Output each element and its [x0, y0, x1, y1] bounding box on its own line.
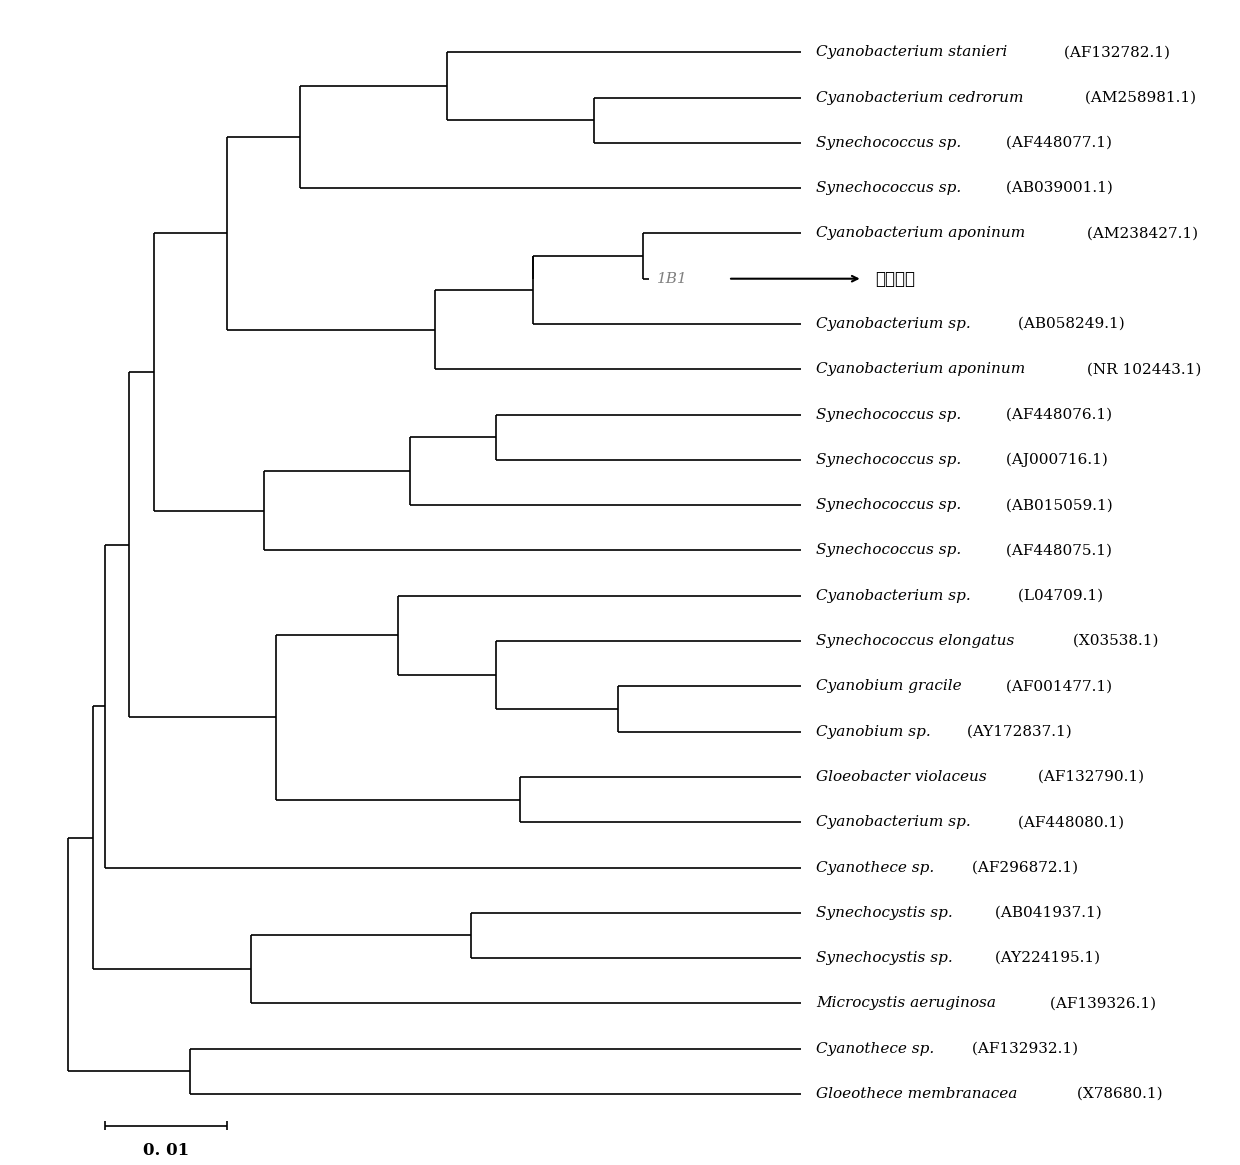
- Text: Synechococcus elongatus: Synechococcus elongatus: [816, 634, 1014, 648]
- Text: Cyanothece sp.: Cyanothece sp.: [816, 1042, 935, 1055]
- Text: (AF448077.1): (AF448077.1): [1001, 136, 1112, 150]
- Text: Synechococcus sp.: Synechococcus sp.: [816, 453, 961, 467]
- Text: (AF448075.1): (AF448075.1): [1001, 543, 1112, 558]
- Text: Gloeobacter violaceus: Gloeobacter violaceus: [816, 770, 987, 784]
- Text: (AF001477.1): (AF001477.1): [1002, 679, 1112, 693]
- Text: (AF132782.1): (AF132782.1): [1059, 45, 1171, 59]
- Text: Cyanobacterium aponinum: Cyanobacterium aponinum: [816, 362, 1025, 376]
- Text: (AF448080.1): (AF448080.1): [1013, 816, 1125, 829]
- Text: (AM238427.1): (AM238427.1): [1083, 226, 1198, 240]
- Text: Gloeothece membranacea: Gloeothece membranacea: [816, 1087, 1018, 1101]
- Text: (AB015059.1): (AB015059.1): [1001, 499, 1112, 513]
- Text: Synechocystis sp.: Synechocystis sp.: [816, 951, 952, 965]
- Text: (L04709.1): (L04709.1): [1013, 588, 1104, 602]
- Text: 1B1: 1B1: [657, 271, 688, 285]
- Text: (X78680.1): (X78680.1): [1073, 1087, 1163, 1101]
- Text: 目标藻株: 目标藻株: [874, 270, 915, 288]
- Text: (AF132932.1): (AF132932.1): [966, 1042, 1078, 1055]
- Text: Synechocystis sp.: Synechocystis sp.: [816, 906, 952, 920]
- Text: Cyanobacterium aponinum: Cyanobacterium aponinum: [816, 226, 1025, 240]
- Text: Cyanobacterium sp.: Cyanobacterium sp.: [816, 317, 971, 331]
- Text: (AF132790.1): (AF132790.1): [1033, 770, 1145, 784]
- Text: Microcystis aeruginosa: Microcystis aeruginosa: [816, 996, 996, 1010]
- Text: (X03538.1): (X03538.1): [1069, 634, 1159, 648]
- Text: Cyanobium sp.: Cyanobium sp.: [816, 725, 931, 739]
- Text: Synechococcus sp.: Synechococcus sp.: [816, 543, 961, 558]
- Text: Synechococcus sp.: Synechococcus sp.: [816, 136, 961, 150]
- Text: Cyanobacterium sp.: Cyanobacterium sp.: [816, 588, 971, 602]
- Text: Synechococcus sp.: Synechococcus sp.: [816, 499, 961, 513]
- Text: (NR 102443.1): (NR 102443.1): [1083, 362, 1202, 376]
- Text: (AF139326.1): (AF139326.1): [1045, 996, 1156, 1010]
- Text: Cyanobacterium cedrorum: Cyanobacterium cedrorum: [816, 91, 1023, 105]
- Text: (AY172837.1): (AY172837.1): [962, 725, 1071, 739]
- Text: (AY224195.1): (AY224195.1): [990, 951, 1100, 965]
- Text: (AM258981.1): (AM258981.1): [1080, 91, 1197, 105]
- Text: Cyanobium gracile: Cyanobium gracile: [816, 679, 962, 693]
- Text: Cyanothece sp.: Cyanothece sp.: [816, 861, 935, 875]
- Text: (AB039001.1): (AB039001.1): [1001, 181, 1112, 195]
- Text: 0. 01: 0. 01: [143, 1142, 188, 1158]
- Text: Cyanobacterium sp.: Cyanobacterium sp.: [816, 816, 971, 829]
- Text: Cyanobacterium stanieri: Cyanobacterium stanieri: [816, 45, 1007, 59]
- Text: (AB058249.1): (AB058249.1): [1013, 317, 1125, 331]
- Text: (AF448076.1): (AF448076.1): [1001, 408, 1112, 422]
- Text: (AF296872.1): (AF296872.1): [966, 861, 1078, 875]
- Text: Synechococcus sp.: Synechococcus sp.: [816, 408, 961, 422]
- Text: Synechococcus sp.: Synechococcus sp.: [816, 181, 961, 195]
- Text: (AB041937.1): (AB041937.1): [990, 906, 1102, 920]
- Text: (AJ000716.1): (AJ000716.1): [1001, 453, 1107, 467]
